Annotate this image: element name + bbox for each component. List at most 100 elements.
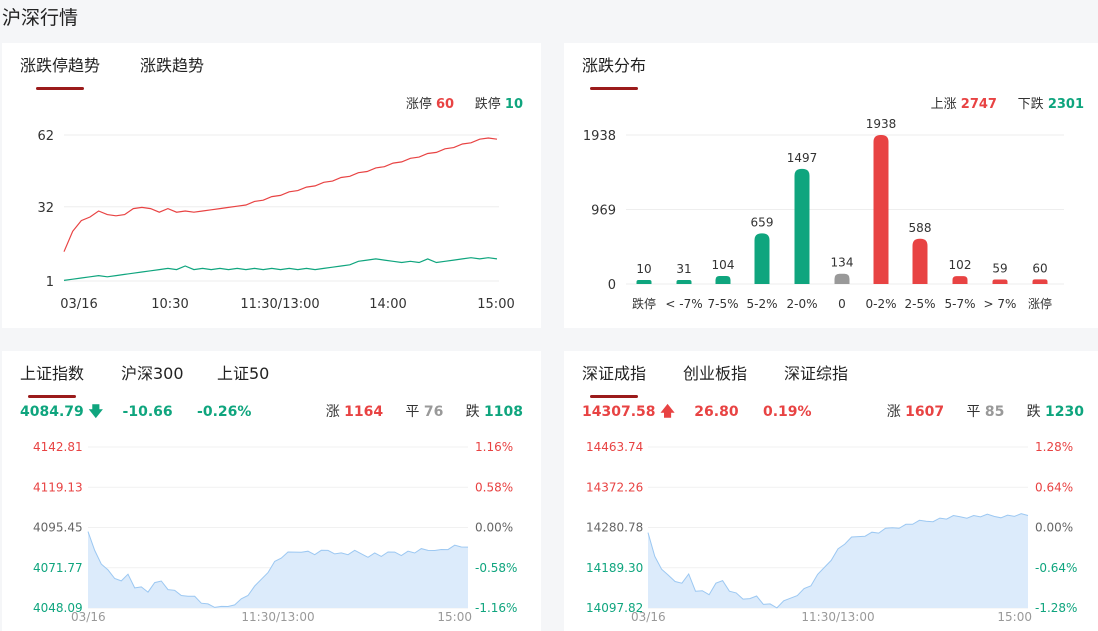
limit-stats: 涨停 60 跌停 10 — [406, 93, 523, 112]
x-tick-label: 11:30/13:00 — [801, 610, 874, 624]
category-label: > 7% — [984, 297, 1017, 311]
tab-sz-component[interactable]: 深证成指 — [582, 360, 646, 398]
sh-price: 4084.79 — [20, 404, 84, 420]
left-tick-label: 14463.74 — [586, 440, 643, 454]
tab-sse50[interactable]: 上证50 — [217, 364, 270, 383]
sz-pct: 0.19% — [762, 404, 812, 420]
fall-value: 2301 — [1047, 97, 1084, 112]
bar — [952, 276, 968, 284]
sz-breadth: 涨 1607 平 85 跌 1230 — [887, 401, 1084, 421]
tab-chinext[interactable]: 创业板指 — [683, 364, 748, 383]
sh-breadth: 涨 1164 平 76 跌 1108 — [326, 401, 523, 421]
bar-data-label: 31 — [676, 262, 691, 276]
category-label: 2-5% — [904, 297, 935, 311]
sz-price: 14307.58 — [582, 404, 656, 420]
right-tick-label: -1.28% — [1035, 601, 1077, 615]
x-tick-label: 03/16 — [60, 297, 97, 312]
left-tick-label: 4048.09 — [33, 601, 83, 615]
bar-data-label: 1497 — [787, 151, 818, 165]
left-tick-label: 4119.13 — [33, 480, 83, 494]
left-tick-label: 4095.45 — [33, 521, 83, 535]
right-tick-label: 0.00% — [475, 521, 513, 535]
sz-change: 26.80 — [694, 404, 739, 420]
left-tick-label: 4071.77 — [33, 561, 83, 575]
bar-data-label: 10 — [636, 262, 651, 276]
bar — [794, 168, 810, 284]
arrow-up-icon: 🡅 — [660, 404, 675, 420]
sz-quote: 14307.58 🡅 26.80 0.19% — [582, 401, 812, 425]
x-tick-label: 15:00 — [997, 610, 1032, 624]
bar-data-label: 1938 — [866, 117, 897, 131]
limit-up-label: 涨停 — [405, 97, 432, 112]
limit-down-label: 跌停 — [474, 97, 501, 112]
x-tick-label: 15:00 — [477, 297, 514, 312]
bar-data-label: 104 — [712, 258, 735, 272]
right-tick-label: 0.64% — [1035, 480, 1073, 494]
right-tick-label: -0.58% — [475, 561, 517, 575]
sz-flat-value: 85 — [984, 404, 1005, 420]
tab-sz-composite[interactable]: 深证综指 — [784, 364, 849, 383]
y-tick-label: 32 — [37, 201, 54, 216]
sh-up-value: 1164 — [344, 404, 384, 420]
index-line — [87, 531, 469, 608]
category-label: 0 — [838, 297, 846, 311]
bar — [992, 279, 1008, 284]
category-label: < -7% — [665, 297, 702, 311]
x-tick-label: 11:30/13:00 — [241, 610, 314, 624]
left-tick-label: 14372.26 — [586, 480, 643, 494]
sz-down-value: 1230 — [1045, 404, 1084, 420]
sh-index-card: 上证指数 沪深300 上证50 4084.79 🡇 -10.66 -0.26% … — [2, 351, 541, 631]
tab-distribution[interactable]: 涨跌分布 — [582, 52, 646, 90]
series-line-limit-down — [63, 257, 498, 281]
y-tick-label: 1 — [46, 275, 54, 290]
bar-data-label: 59 — [992, 261, 1007, 275]
y-tick-label: 0 — [608, 278, 616, 293]
distribution-card: 涨跌分布 上涨 2747 下跌 2301 1938 969 0 10 跌停 31 < -7%… — [564, 43, 1098, 328]
sh-flat-label: 平 — [405, 404, 420, 420]
distribution-chart: 1938 969 0 10 跌停 31 < -7% 104 7-5% 659 5-2% 1497 2-0… — [583, 117, 1064, 311]
left-tick-label: 4142.81 — [33, 440, 83, 454]
bar-data-label: 588 — [909, 221, 932, 235]
fall-label: 下跌 — [1017, 97, 1044, 112]
sh-intraday-chart: 4142.81 1.16% 4119.13 0.58% 4095.45 0.00% 4071… — [33, 440, 517, 624]
y-tick-label: 62 — [37, 129, 54, 144]
category-label: 5-7% — [944, 297, 975, 311]
right-tick-label: -1.16% — [475, 601, 517, 615]
y-tick-label: 1938 — [583, 129, 616, 144]
bar — [636, 280, 652, 284]
tab-rise-fall-trend[interactable]: 涨跌趋势 — [140, 56, 205, 75]
category-label: 0-2% — [865, 297, 896, 311]
tab-limit-trend[interactable]: 涨跌停趋势 — [20, 52, 100, 90]
bar — [676, 280, 692, 284]
x-tick-label: 11:30/13:00 — [240, 297, 319, 312]
bar — [834, 273, 850, 284]
rise-label: 上涨 — [930, 97, 957, 112]
tab-csi300[interactable]: 沪深300 — [121, 364, 184, 383]
category-label: 2-0% — [786, 297, 817, 311]
sz-down-label: 跌 — [1026, 404, 1041, 420]
sh-flat-value: 76 — [423, 404, 444, 420]
right-tick-label: 0.58% — [475, 480, 513, 494]
bar-data-label: 60 — [1032, 261, 1047, 275]
bar — [1032, 279, 1048, 284]
limit-trend-card: 涨跌停趋势 涨跌趋势 涨停 60 跌停 10 62 32 1 03/16 10:30 11… — [2, 43, 541, 328]
right-tick-label: 0.00% — [1035, 521, 1073, 535]
limit-up-value: 60 — [435, 97, 455, 112]
bar — [754, 233, 770, 284]
bar-data-label: 102 — [949, 258, 972, 272]
bar — [873, 135, 889, 284]
x-tick-label: 14:00 — [369, 297, 406, 312]
bar-data-label: 134 — [831, 256, 854, 270]
sh-down-value: 1108 — [484, 404, 523, 420]
category-label: 跌停 — [632, 296, 656, 311]
left-tick-label: 14280.78 — [586, 521, 643, 535]
bar-data-label: 659 — [751, 215, 774, 229]
x-tick-label: 10:30 — [151, 297, 188, 312]
rise-value: 2747 — [960, 97, 997, 112]
category-label: 5-2% — [746, 297, 777, 311]
tab-sh-composite[interactable]: 上证指数 — [20, 360, 84, 398]
x-tick-label: 03/16 — [631, 610, 666, 624]
sz-up-label: 涨 — [886, 404, 901, 420]
right-tick-label: 1.16% — [475, 440, 513, 454]
sz-index-card: 深证成指 创业板指 深证综指 14307.58 🡅 26.80 0.19% 涨 … — [564, 351, 1098, 631]
